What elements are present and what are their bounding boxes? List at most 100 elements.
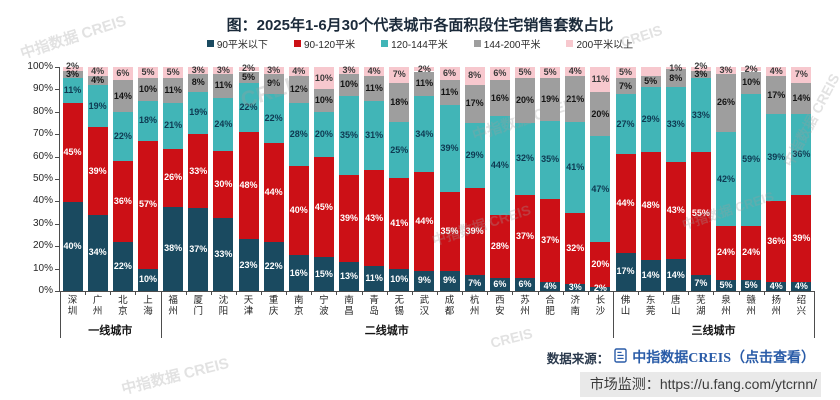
x-axis-label-佛山: 佛山 [620,295,631,317]
bar-segment [690,275,711,291]
bar-segment [87,67,108,76]
x-tick-mark [235,291,237,295]
bar-segment [791,282,812,291]
bar-segment [766,114,787,202]
bar-value-label: 7% [694,277,708,288]
bar-segment [514,277,535,291]
bar-value-label: 40% [63,241,82,252]
y-tick-mark [55,269,59,270]
bar-segment [364,75,385,101]
x-axis-label-广州: 广州 [92,295,103,317]
bar-value-label: 33% [691,109,710,120]
bar-value-label: 44% [616,198,635,209]
bar-segment [665,87,686,163]
bar-value-label: 20% [591,108,610,119]
bar-segment [590,67,611,92]
y-tick-mark [55,134,59,135]
bar-segment [464,84,485,123]
bar-value-label: 43% [666,205,685,216]
x-axis-label-天津: 天津 [243,295,254,317]
bar-value-label: 3% [694,69,708,80]
bar-value-label: 39% [440,143,459,154]
bar-segment [716,73,737,132]
bar-value-label: 10% [742,77,761,88]
y-tick-label: 90% [32,83,53,95]
bar-value-label: 27% [616,118,635,129]
bar-value-label: 16% [289,267,308,278]
x-tick-mark [437,291,438,295]
bar-value-label: 24% [214,119,233,130]
bar-segment [313,257,334,291]
bar-segment [741,226,762,280]
bar-value-label: 41% [390,217,409,228]
bar-segment [665,69,686,88]
bar-segment [389,82,410,123]
bar-青岛: 11% 43% 31% 11% 4% [364,66,385,291]
bar-value-label: 28% [490,240,509,251]
bar-value-label: 39% [792,232,811,243]
bar-深圳: 40% 45% 11% 3% 2% [62,61,83,291]
bar-segment [288,102,309,166]
legend-item-2: 90-120平米 [293,36,355,51]
bar-segment [188,91,209,135]
bar-value-label: 44% [264,186,283,197]
x-axis-label-无锡: 无锡 [394,295,405,317]
bar-value-label: 4% [543,281,557,292]
bar-segment [213,217,234,291]
bar-segment [615,78,636,94]
x-axis-label-北京: 北京 [118,295,128,317]
bar-segment [364,67,385,76]
bar-芜湖: 7% 55% 33% 3% 2% [690,61,711,291]
bar-segment [640,87,661,153]
bar-南昌: 13% 39% 35% 10% 3% [339,65,360,291]
bar-value-label: 21% [566,93,585,104]
bar-segment [464,275,485,291]
bar-value-label: 30% [214,179,233,190]
bar-北京: 22% 36% 22% 14% 6% [112,67,133,291]
bar-segment [188,134,209,209]
bar-value-label: 31% [365,129,384,140]
bar-segment [238,67,259,72]
bar-福州: 38% 26% 21% 11% 5% [163,67,184,291]
bar-segment [615,93,636,155]
x-axis-label-赣州: 赣州 [746,295,756,317]
bar-value-label: 8% [669,72,683,83]
bar-segment [514,78,535,123]
bar-上海: 10% 57% 18% 10% 5% [137,67,158,291]
x-axis-label-泉州: 泉州 [721,295,731,317]
bar-segment [163,149,184,207]
bar-value-label: 12% [289,83,308,94]
bar-segment [615,252,636,291]
bar-value-label: 3% [719,64,733,75]
x-tick-mark [788,291,790,295]
group-separator-line [612,291,614,338]
bar-value-label: 6% [443,68,457,79]
legend-label: 144-200平米 [483,40,541,51]
bar-segment [741,67,762,72]
data-source-link-brand: CREIS [688,351,731,366]
bar-segment [62,67,83,72]
x-tick-mark [286,291,288,295]
bar-天津: 23% 48% 22% 5% 2% [238,64,259,291]
bar-value-label: 36% [767,236,786,247]
bar-value-label: 11% [63,84,82,95]
bar-segment [163,102,184,150]
bar-segment [238,131,259,240]
x-axis-label-合肥: 合肥 [545,295,555,317]
bar-value-label: 4% [568,65,582,76]
bar-value-label: 6% [518,278,532,289]
bar-杭州: 7% 39% 29% 17% 8% [464,67,485,291]
x-tick-mark [110,291,112,295]
x-axis-label-东莞: 东莞 [645,295,656,317]
bar-武汉: 9% 44% 34% 11% 2% [414,64,435,291]
legend-label: 120-144平米 [391,40,448,51]
bar-value-label: 3% [568,282,582,293]
bar-value-label: 22% [264,113,283,124]
bar-segment [414,270,435,291]
x-tick-mark [763,291,765,295]
bar-segment [87,75,108,85]
watermark-text: CREIS [488,325,535,351]
bar-segment [640,67,661,76]
y-tick-label: 60% [32,150,53,162]
data-source-link[interactable]: 中指数据CREIS（点击查看） [632,347,815,367]
